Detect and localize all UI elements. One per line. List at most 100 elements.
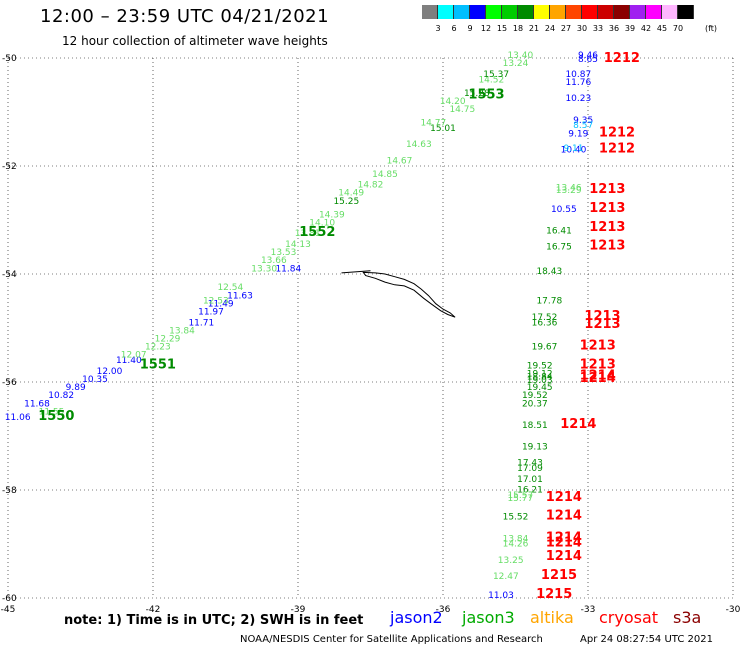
wave-height-label: 19.13 (522, 443, 548, 453)
lat-tick-label: -60 (2, 594, 17, 604)
color-scale-label: 33 (592, 24, 604, 33)
wave-height-label: 8.65 (578, 55, 598, 65)
lon-tick-label: -30 (726, 605, 740, 615)
color-scale-label: 3 (435, 24, 441, 33)
color-scale-label: 12 (480, 24, 492, 33)
wave-height-label: 11.76 (565, 78, 591, 88)
satellite-jason2-label: jason2 (390, 608, 443, 627)
wave-height-label: 11.84 (275, 264, 301, 274)
wave-height-label: 11.63 (227, 291, 253, 301)
wave-height-label: 19.52 (527, 362, 553, 372)
color-scale-label: 42 (640, 24, 652, 33)
pass-id-label: 1213 (589, 220, 625, 235)
wave-height-label: 12.29 (155, 335, 181, 345)
wave-height-label: 13.53 (271, 248, 297, 258)
satellite-jason3-label: jason3 (462, 608, 515, 627)
color-swatch (486, 5, 502, 19)
lon-tick-label: -33 (581, 605, 596, 615)
pass-id-label: 1212 (599, 125, 635, 140)
color-swatch (582, 5, 598, 19)
wave-height-label: 11.71 (188, 318, 214, 328)
wave-height-label: 14.75 (449, 105, 475, 115)
color-scale-label: 21 (528, 24, 540, 33)
generated-timestamp: Apr 24 08:27:54 UTC 2021 (580, 634, 713, 645)
wave-height-label: 10.82 (48, 391, 74, 401)
color-scale-label: 24 (544, 24, 556, 33)
page-title: 12:00 – 23:59 UTC 04/21/2021 (40, 6, 330, 27)
pass-id-label: 1550 (38, 409, 74, 424)
pass-id-label: 1212 (604, 51, 640, 66)
color-swatch (630, 5, 646, 19)
wave-height-label: 14.26 (503, 540, 529, 550)
wave-height-label: 14.52 (478, 75, 504, 85)
wave-height-label: 15.57 (507, 491, 533, 501)
wave-height-label: 17.43 (517, 459, 543, 469)
pass-id-label: 1215 (541, 568, 577, 583)
color-swatch (534, 5, 550, 19)
wave-height-label: 9.46 (578, 51, 598, 61)
wave-height-label: 14.13 (285, 240, 311, 250)
wave-height-label: 19.45 (527, 383, 553, 393)
wave-height-label: 12.07 (121, 351, 147, 361)
pass-id-label: 1212 (599, 142, 635, 157)
wave-height-label: 13.30 (251, 264, 277, 274)
wave-height-label: 12.23 (145, 343, 171, 353)
color-scale-label: 30 (576, 24, 588, 33)
color-scale-label: 15 (496, 24, 508, 33)
wave-height-label: 11.40 (116, 356, 142, 366)
color-swatch (518, 5, 534, 19)
wave-height-label: 15.37 (483, 70, 509, 80)
wave-height-label: 15.77 (507, 494, 533, 504)
pass-id-label: 1551 (140, 358, 176, 373)
wave-height-label: 17.52 (532, 313, 558, 323)
page-subtitle: 12 hour collection of altimeter wave hei… (62, 34, 328, 48)
wave-height-label: 11.97 (198, 308, 224, 318)
wave-height-label: 19.52 (522, 391, 548, 401)
color-scale-label: 18 (512, 24, 524, 33)
wave-height-label: 18.51 (522, 421, 548, 431)
color-swatch (566, 5, 582, 19)
wave-height-label: 18.43 (536, 267, 562, 277)
color-swatch (422, 5, 438, 19)
pass-id-label: 1214 (560, 417, 596, 432)
island-outline (362, 271, 456, 318)
pass-id-label: 1214 (546, 536, 582, 551)
wave-height-label: 10.87 (565, 70, 591, 80)
lat-tick-label: -52 (2, 162, 17, 172)
wave-height-label: 13.66 (261, 256, 287, 266)
wave-height-label: 12.54 (217, 283, 243, 293)
pass-id-label: 1214 (546, 530, 582, 545)
wave-height-label: 13.84 (169, 326, 195, 336)
wave-height-label: 16.75 (546, 243, 572, 253)
wave-height-label: 11.03 (488, 591, 514, 601)
wave-height-label: 12.00 (97, 367, 123, 377)
wave-height-label: 15.28 (464, 89, 490, 99)
wave-height-label: 17.01 (517, 475, 543, 485)
pass-id-label: 1215 (536, 587, 572, 602)
wave-height-label: 10.55 (551, 205, 577, 215)
wave-height-label: 16.21 (517, 486, 543, 496)
lon-tick-label: -36 (436, 605, 451, 615)
wave-height-label: 13.46 (556, 183, 582, 193)
satellite-cryosat-label: cryosat (599, 608, 659, 627)
color-swatch (550, 5, 566, 19)
wave-height-label: 14.63 (406, 140, 432, 150)
wave-height-label: 13.81 (295, 229, 321, 239)
wave-height-label: 9.35 (573, 116, 593, 126)
wave-height-label: 11.55 (39, 407, 65, 417)
color-swatch (662, 5, 678, 19)
wave-height-label: 14.85 (372, 170, 398, 180)
wave-height-label: 9.11 (563, 144, 583, 154)
satellite-s3a-label: s3a (673, 608, 702, 627)
wave-height-label: 14.49 (338, 189, 364, 199)
wave-height-label: 14.82 (358, 181, 384, 191)
wave-height-label: 20.37 (522, 399, 548, 409)
color-scale-label: 9 (467, 24, 473, 33)
lon-tick-label: -42 (146, 605, 161, 615)
pass-id-label: 1213 (580, 339, 616, 354)
wave-height-label: 10.35 (82, 375, 108, 385)
wave-height-label: 12.47 (493, 572, 519, 582)
wave-height-label: 10.40 (561, 146, 587, 156)
wave-height-label: 12.53 (203, 297, 229, 307)
pass-id-label: 1214 (580, 371, 616, 386)
